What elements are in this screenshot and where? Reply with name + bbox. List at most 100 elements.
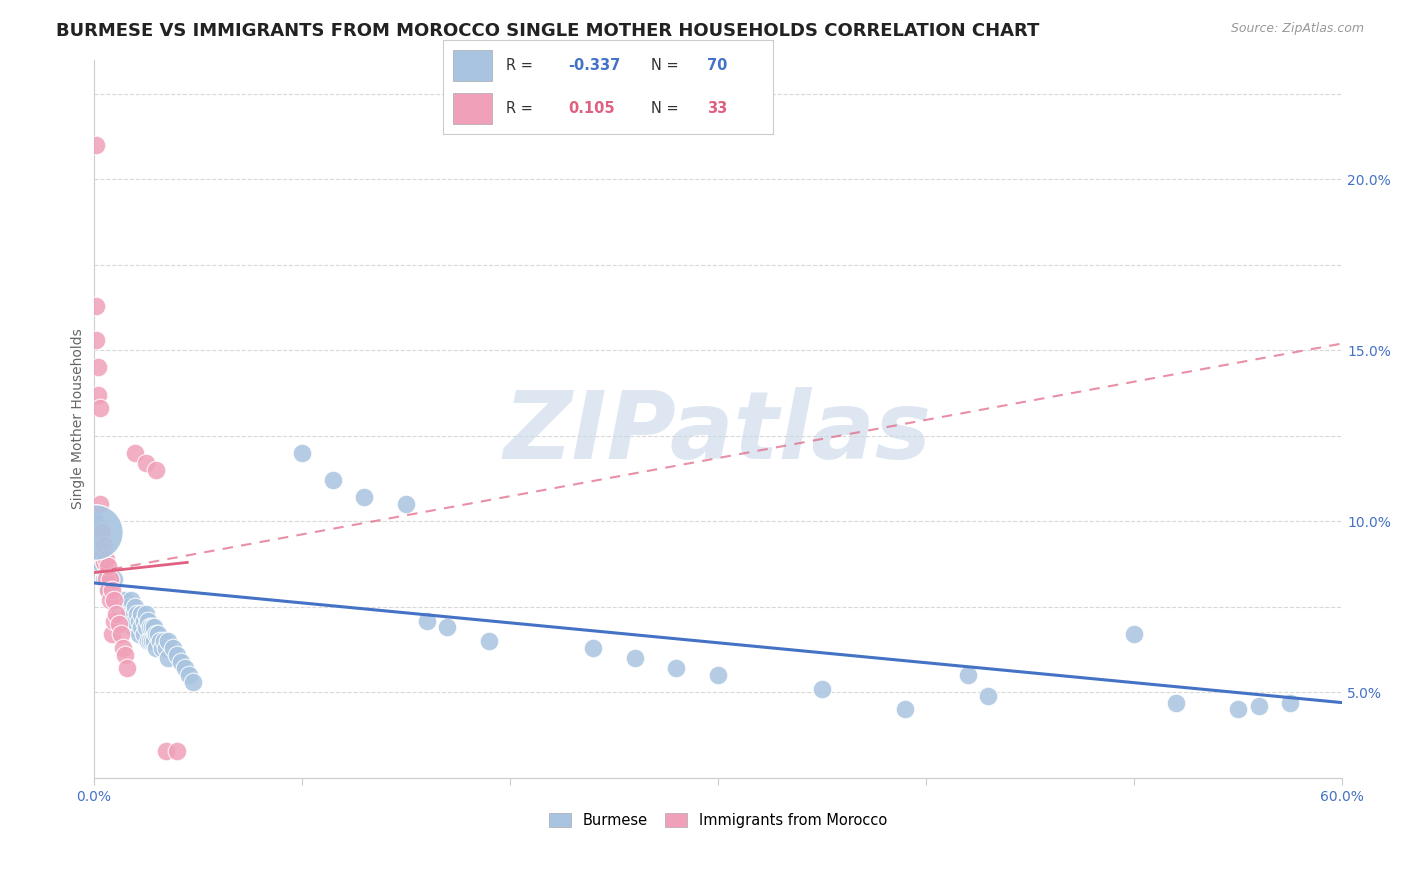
Text: N =: N = xyxy=(651,101,683,116)
Point xyxy=(135,607,157,621)
Point xyxy=(291,446,314,460)
Point xyxy=(118,607,141,621)
Point xyxy=(98,573,121,587)
Point xyxy=(139,634,162,648)
Point xyxy=(93,555,115,569)
Point xyxy=(101,582,124,597)
Legend: Burmese, Immigrants from Morocco: Burmese, Immigrants from Morocco xyxy=(541,805,894,835)
Point xyxy=(87,360,110,375)
Point xyxy=(93,573,115,587)
Bar xyxy=(453,49,492,81)
Point xyxy=(98,573,121,587)
Point xyxy=(84,532,107,546)
Point xyxy=(89,401,111,416)
Point xyxy=(115,607,138,621)
Point xyxy=(89,497,111,511)
Point xyxy=(114,607,136,621)
Point xyxy=(89,549,111,563)
Point xyxy=(90,524,112,539)
Point xyxy=(145,463,167,477)
Point xyxy=(84,333,107,347)
Point xyxy=(1227,702,1250,716)
Point xyxy=(103,590,125,604)
Point xyxy=(122,607,145,621)
Point xyxy=(136,614,159,628)
Point xyxy=(101,627,124,641)
Text: BURMESE VS IMMIGRANTS FROM MOROCCO SINGLE MOTHER HOUSEHOLDS CORRELATION CHART: BURMESE VS IMMIGRANTS FROM MOROCCO SINGL… xyxy=(56,22,1039,40)
Point xyxy=(120,593,142,607)
Point xyxy=(84,138,107,153)
Point xyxy=(139,620,162,634)
Point xyxy=(110,593,132,607)
Point xyxy=(93,538,115,552)
Point xyxy=(115,599,138,614)
Point xyxy=(115,661,138,675)
Point xyxy=(141,634,163,648)
Point xyxy=(157,634,180,648)
Point xyxy=(894,702,917,716)
Point xyxy=(84,514,107,528)
Point xyxy=(170,655,193,669)
Point xyxy=(97,558,120,573)
Text: 33: 33 xyxy=(707,101,727,116)
Point xyxy=(707,668,730,682)
Point xyxy=(149,634,172,648)
Point xyxy=(322,473,344,487)
Point xyxy=(582,640,605,655)
Point xyxy=(105,593,128,607)
Point xyxy=(179,668,201,682)
Point xyxy=(114,648,136,662)
Point xyxy=(111,599,134,614)
Point xyxy=(105,607,128,621)
Point xyxy=(124,614,146,628)
Text: R =: R = xyxy=(506,101,537,116)
Point xyxy=(89,524,111,539)
Text: N =: N = xyxy=(651,58,683,73)
Y-axis label: Single Mother Households: Single Mother Households xyxy=(72,328,86,509)
Point xyxy=(150,640,173,655)
Point xyxy=(131,607,153,621)
Point xyxy=(111,640,134,655)
Point xyxy=(478,634,501,648)
Point xyxy=(128,627,150,641)
Point xyxy=(141,620,163,634)
Point xyxy=(135,456,157,470)
Point xyxy=(122,620,145,634)
Text: 70: 70 xyxy=(707,58,727,73)
Text: R =: R = xyxy=(506,58,537,73)
Point xyxy=(124,446,146,460)
Point xyxy=(127,607,149,621)
Point xyxy=(174,661,197,675)
Point xyxy=(183,675,205,690)
Point xyxy=(415,614,437,628)
Point xyxy=(124,599,146,614)
Point xyxy=(166,648,188,662)
Point xyxy=(103,593,125,607)
Bar xyxy=(453,93,492,125)
Point xyxy=(977,689,1000,703)
Point xyxy=(98,593,121,607)
Point xyxy=(145,627,167,641)
Point xyxy=(956,668,979,682)
Point xyxy=(120,614,142,628)
Point xyxy=(436,620,458,634)
Point xyxy=(145,640,167,655)
Point xyxy=(1247,699,1270,714)
Point xyxy=(1279,696,1302,710)
Point xyxy=(136,634,159,648)
Point xyxy=(114,593,136,607)
Point xyxy=(132,614,155,628)
Point xyxy=(166,743,188,757)
Text: Source: ZipAtlas.com: Source: ZipAtlas.com xyxy=(1230,22,1364,36)
Point xyxy=(135,620,157,634)
Point xyxy=(155,743,177,757)
Point xyxy=(84,299,107,313)
Point xyxy=(395,497,418,511)
Point xyxy=(90,558,112,573)
Point xyxy=(94,566,117,580)
Point xyxy=(97,582,120,597)
Point xyxy=(118,599,141,614)
Point xyxy=(97,582,120,597)
Point xyxy=(1164,696,1187,710)
Point xyxy=(94,573,117,587)
